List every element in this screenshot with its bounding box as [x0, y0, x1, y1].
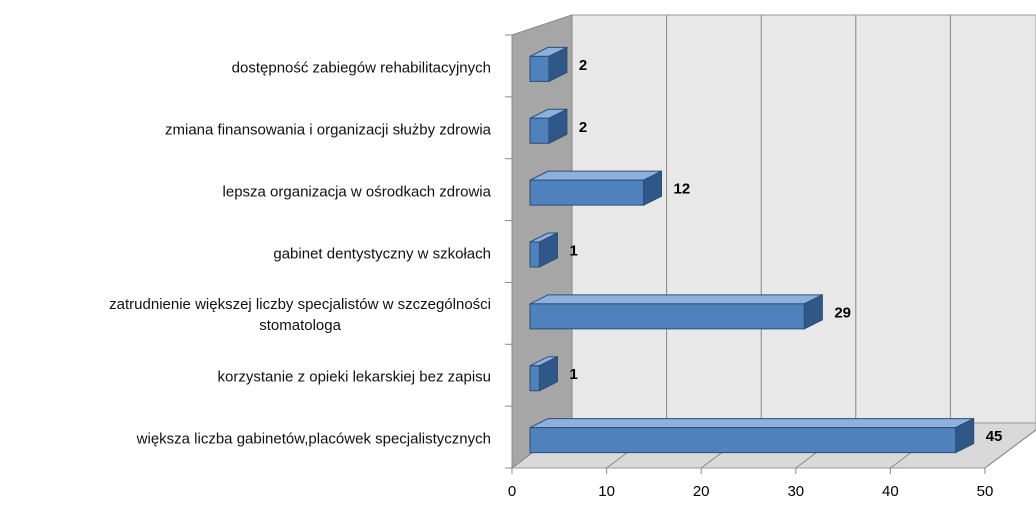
bar-top: [529, 418, 974, 429]
y-tick-label: dostępność zabiegów rehabilitacyjnych: [231, 59, 491, 77]
bar: [529, 108, 568, 145]
x-tick-label: 0: [508, 483, 516, 500]
data-label: 29: [834, 304, 851, 321]
bar-front: [529, 365, 540, 392]
bar-front: [529, 241, 540, 268]
data-label: 1: [569, 366, 577, 383]
y-tick-label: lepsza organizacja w ośrodkach zdrowia: [222, 183, 491, 201]
y-tick-label: korzystanie z opieki lekarskiej bez zapi…: [217, 368, 491, 386]
bar-front: [529, 117, 550, 144]
data-label: 45: [986, 428, 1003, 445]
back-wall: [571, 14, 1036, 424]
data-label: 2: [579, 119, 587, 136]
data-label: 2: [579, 57, 587, 74]
bar: [529, 417, 975, 454]
bar-top: [529, 294, 823, 305]
bar: [529, 46, 568, 83]
bar: [529, 355, 558, 392]
x-tick-label: 30: [787, 483, 804, 500]
x-tick-label: 20: [693, 483, 710, 500]
y-tick-label: zmiana finansowania i organizacji służby…: [165, 121, 491, 139]
bar-front: [529, 303, 805, 330]
bar-front: [529, 427, 957, 454]
bar: [529, 232, 558, 268]
bar-front: [529, 179, 645, 206]
y-tick-label: zatrudnienie większej liczby specjalistó…: [109, 296, 491, 335]
bar: [529, 294, 823, 330]
bar: [529, 170, 663, 206]
bar-top: [529, 170, 662, 181]
y-tick-label: gabinet dentystyczny w szkołach: [273, 245, 491, 262]
x-tick-label: 10: [598, 483, 615, 500]
y-tick-label: większa liczba gabinetów,placówek specja…: [136, 430, 491, 448]
data-label: 12: [674, 181, 691, 198]
floor-grid-line: [984, 429, 1036, 469]
x-tick-label: 40: [882, 483, 899, 500]
data-label: 1: [569, 242, 577, 259]
x-tick-label: 50: [977, 483, 994, 500]
bar-front: [529, 55, 550, 82]
